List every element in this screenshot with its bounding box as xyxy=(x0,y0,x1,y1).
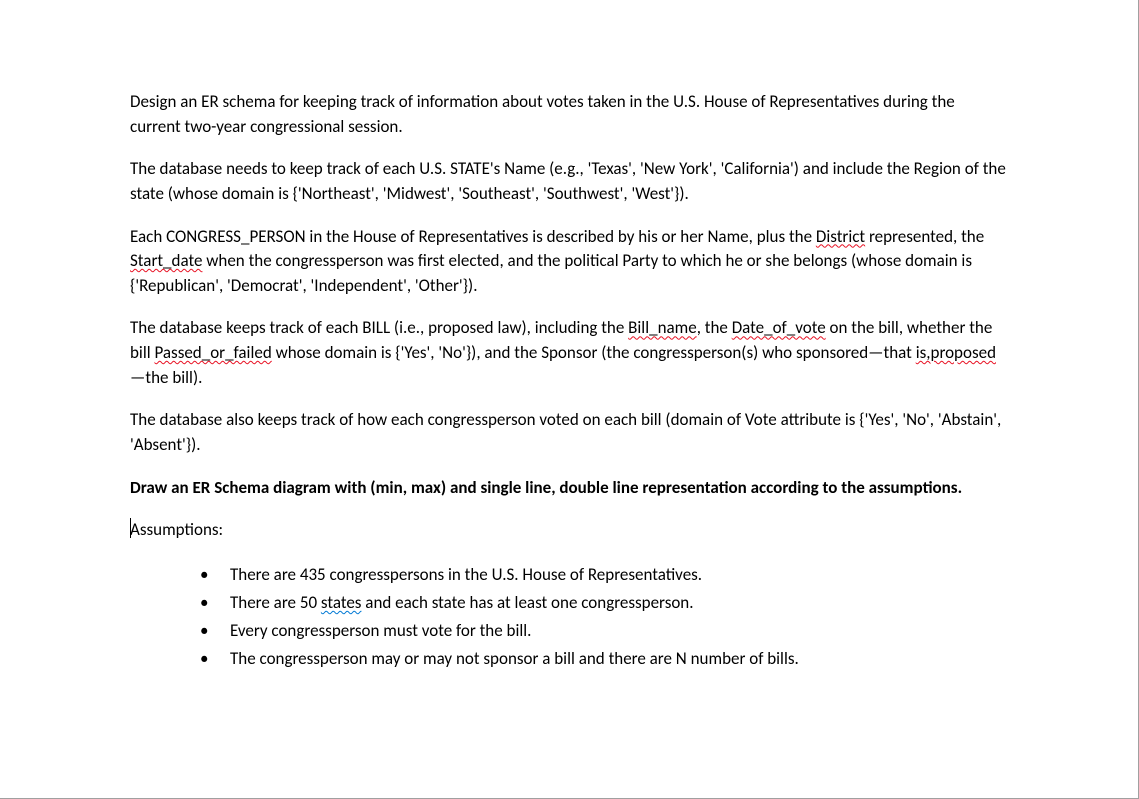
list-item: Every congressperson must vote for the b… xyxy=(200,617,1008,645)
list-item: There are 50 states and each state has a… xyxy=(200,589,1008,617)
text: The database also keeps track of how eac… xyxy=(130,409,845,430)
spellcheck-billname: Bill_name xyxy=(628,317,697,338)
paragraph-task: Draw an ER Schema diagram with (min, max… xyxy=(130,476,1008,501)
text: Each CONGRESS_PERSON in the House of Rep… xyxy=(130,226,816,247)
text: congressperson(s) who sponsored—that xyxy=(633,342,915,363)
spellcheck-startdate: Start_date xyxy=(130,250,202,271)
text: Draw an ER Schema diagram with (min, max… xyxy=(130,477,841,498)
list-item: There are 435 congresspersons in the U.S… xyxy=(200,561,1008,589)
text: , the xyxy=(697,317,732,338)
text: The database needs to keep track of each… xyxy=(130,158,833,179)
paragraph-bill: The database keeps track of each BILL (i… xyxy=(130,316,1008,390)
text: There are 435 congresspersons in the U.S… xyxy=(230,564,702,585)
text: on xyxy=(826,317,852,338)
text: There are 50 xyxy=(230,592,321,613)
paragraph-assumptions-heading: Assumptions: xyxy=(130,518,1008,543)
spellcheck-passedorfailed: Passed_or_failed xyxy=(154,342,271,363)
text: the assumptions. xyxy=(841,477,962,498)
text: 'West'}). xyxy=(631,183,688,204)
text: The congressperson may or may not sponso… xyxy=(230,648,799,669)
text: represented, the xyxy=(865,226,984,247)
paragraph-vote: The database also keeps track of how eac… xyxy=(130,408,1008,457)
paragraph-state: The database needs to keep track of each… xyxy=(130,157,1008,206)
list-item: The congressperson may or may not sponso… xyxy=(200,645,1008,673)
spellcheck-district: District xyxy=(816,226,865,247)
text: Assumptions: xyxy=(130,519,223,540)
text-cursor xyxy=(130,518,131,538)
grammarcheck-states: states xyxy=(321,592,362,613)
text: —the bill). xyxy=(130,367,202,388)
text: when the congressperson was first electe… xyxy=(202,250,680,271)
text: whose domain is {'Yes', 'No'}), and the … xyxy=(272,342,634,363)
paragraph-congressperson: Each CONGRESS_PERSON in the House of Rep… xyxy=(130,225,1008,299)
assumptions-list: There are 435 congresspersons in the U.S… xyxy=(130,561,1008,673)
text: and each state has at least one congress… xyxy=(361,592,693,613)
paragraph-intro: Design an ER schema for keeping track of… xyxy=(130,90,1008,139)
document-page: Design an ER schema for keeping track of… xyxy=(0,0,1139,799)
text: Design an ER schema for keeping track of… xyxy=(130,91,769,112)
spellcheck-dateofvote: Date_of_vote xyxy=(732,317,826,338)
text: The database keeps track of each BILL (i… xyxy=(130,317,628,338)
spellcheck-isproposed: is,proposed xyxy=(916,342,996,363)
text: Every congressperson must vote for the b… xyxy=(230,620,531,641)
